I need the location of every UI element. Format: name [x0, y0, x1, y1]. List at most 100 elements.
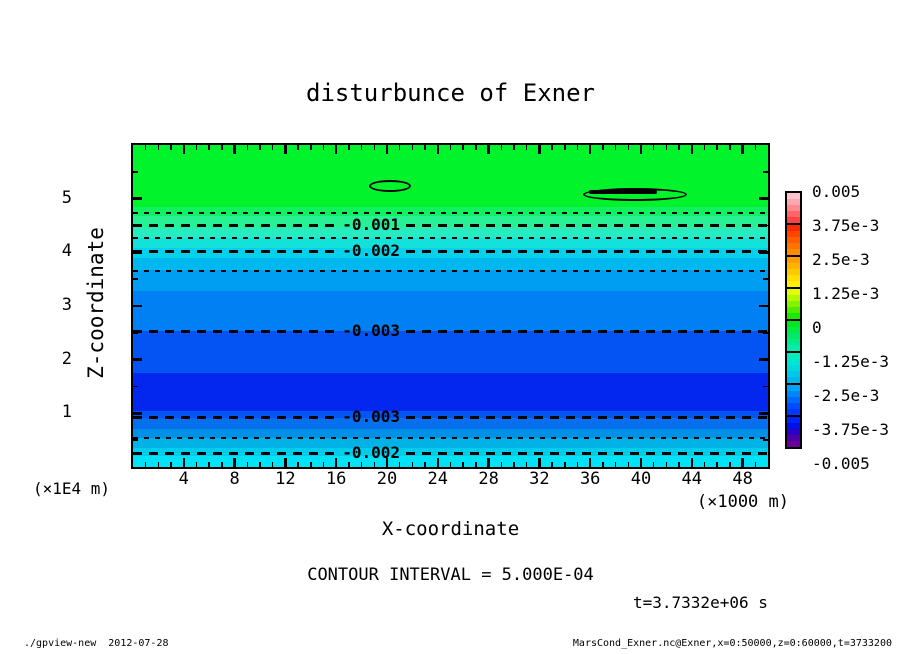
y-minor-tick-mark: [763, 439, 768, 441]
x-major-tick-mark: [741, 145, 744, 154]
x-minor-tick-mark: [398, 145, 401, 150]
x-minor-tick-mark: [462, 145, 464, 150]
x-major-tick-mark: [588, 145, 592, 154]
contour-dash-segment: [133, 237, 768, 239]
x-major-tick-mark: [436, 145, 440, 154]
x-minor-tick-mark: [208, 462, 210, 467]
x-minor-tick-mark: [602, 462, 604, 467]
x-minor-tick-mark: [551, 462, 553, 467]
contour-dash-segment: [405, 415, 768, 419]
colorbar-segment: [785, 191, 802, 225]
colorbar-tick-label: -2.5e-3: [812, 386, 880, 405]
contour-dash-segment: [133, 270, 768, 272]
x-minor-tick-mark: [449, 462, 452, 467]
x-minor-tick-mark: [424, 145, 426, 150]
x-minor-tick-mark: [513, 462, 515, 467]
colorbar-segment: [785, 351, 802, 385]
y-tick-label: 3: [61, 295, 72, 315]
colorbar-tick-label: 2.5e-3: [812, 250, 870, 269]
x-minor-tick-mark: [500, 462, 503, 467]
contour-dash-segment: [133, 437, 768, 439]
x-minor-tick-mark: [424, 462, 426, 467]
x-minor-tick-mark: [576, 145, 579, 150]
plot-title: disturbunce of Exner: [306, 79, 595, 107]
y-major-tick-mark: [759, 197, 768, 200]
contour-dash-segment: [133, 451, 337, 455]
x-minor-tick-mark: [170, 145, 172, 150]
x-minor-tick-mark: [373, 145, 376, 150]
x-minor-tick-mark: [602, 145, 604, 150]
x-major-tick-mark: [233, 145, 236, 154]
x-tick-label: 32: [529, 469, 550, 489]
x-minor-tick-mark: [411, 145, 414, 150]
colorbar-tick-label: 1.25e-3: [812, 284, 880, 303]
x-minor-tick-mark: [398, 462, 401, 467]
y-tick-label: 4: [61, 241, 72, 262]
contour-dash-segment: [133, 415, 337, 419]
contour-line: [133, 228, 768, 248]
contour-dash-segment: [133, 329, 337, 333]
x-minor-tick-mark: [271, 145, 274, 150]
colorbar-tick-label: -1.25e-3: [812, 352, 890, 371]
y-major-tick-mark: [133, 412, 142, 415]
x-major-tick-mark: [182, 145, 186, 154]
x-minor-tick-mark: [310, 145, 312, 150]
x-minor-tick-mark: [665, 145, 668, 150]
x-minor-tick-mark: [297, 462, 299, 467]
x-tick-label: 28: [478, 469, 499, 489]
colorbar-segment: [785, 255, 802, 289]
x-minor-tick-mark: [703, 462, 706, 467]
contour-dash-segment: [133, 212, 768, 214]
colorbar: [785, 191, 802, 449]
x-minor-tick-mark: [716, 462, 718, 467]
contour-label: -0.003: [342, 407, 400, 426]
x-minor-tick-mark: [310, 462, 312, 467]
x-major-tick-mark: [284, 458, 287, 467]
x-major-tick-mark: [639, 145, 643, 154]
x-major-tick-mark: [385, 458, 389, 467]
x-minor-tick-mark: [157, 145, 160, 150]
closed-contour: [583, 188, 687, 201]
x-tick-label: 40: [630, 469, 652, 489]
colorbar-segment: [785, 319, 802, 353]
x-major-tick-mark: [334, 145, 338, 154]
footer-command-line: ./gpview-new 2012-07-28: [24, 638, 169, 649]
x-minor-tick-mark: [729, 462, 731, 467]
x-minor-tick-mark: [462, 462, 464, 467]
contour-line: -0.003: [133, 407, 768, 427]
x-major-tick-mark: [741, 458, 744, 467]
colorbar-segment: [785, 415, 802, 449]
contour-label: -0.001: [342, 215, 400, 234]
x-minor-tick-mark: [716, 145, 718, 150]
y-axis-unit: (×1E4 m): [33, 479, 111, 498]
colorbar-tick-label: 3.75e-3: [812, 216, 880, 235]
x-major-tick-mark: [182, 458, 186, 467]
x-minor-tick-mark: [322, 462, 325, 467]
x-minor-tick-mark: [754, 145, 757, 150]
x-major-tick-mark: [334, 458, 338, 467]
x-tick-label: 36: [579, 469, 601, 489]
closed-contour-core: [589, 190, 657, 194]
x-minor-tick-mark: [449, 145, 452, 150]
x-minor-tick-mark: [144, 462, 147, 467]
y-minor-tick-mark: [763, 332, 768, 334]
x-minor-tick-mark: [157, 462, 160, 467]
x-minor-tick-mark: [195, 145, 198, 150]
y-minor-tick-mark: [763, 385, 768, 388]
x-major-tick-mark: [538, 145, 541, 154]
y-major-tick-mark: [759, 358, 768, 361]
colorbar-tick-label: -3.75e-3: [812, 420, 890, 439]
x-minor-tick-mark: [297, 145, 299, 150]
x-minor-tick-mark: [652, 462, 655, 467]
x-major-tick-mark: [690, 145, 694, 154]
contour-dash-segment: [405, 249, 768, 253]
contour-dash-segment: [405, 223, 768, 227]
y-major-tick-mark: [133, 304, 142, 308]
x-minor-tick-mark: [246, 462, 249, 467]
x-tick-label: 4: [178, 469, 189, 489]
contour-line: [133, 261, 768, 281]
x-major-tick-mark: [487, 145, 490, 154]
x-minor-tick-mark: [360, 462, 363, 467]
x-minor-tick-mark: [322, 145, 325, 150]
